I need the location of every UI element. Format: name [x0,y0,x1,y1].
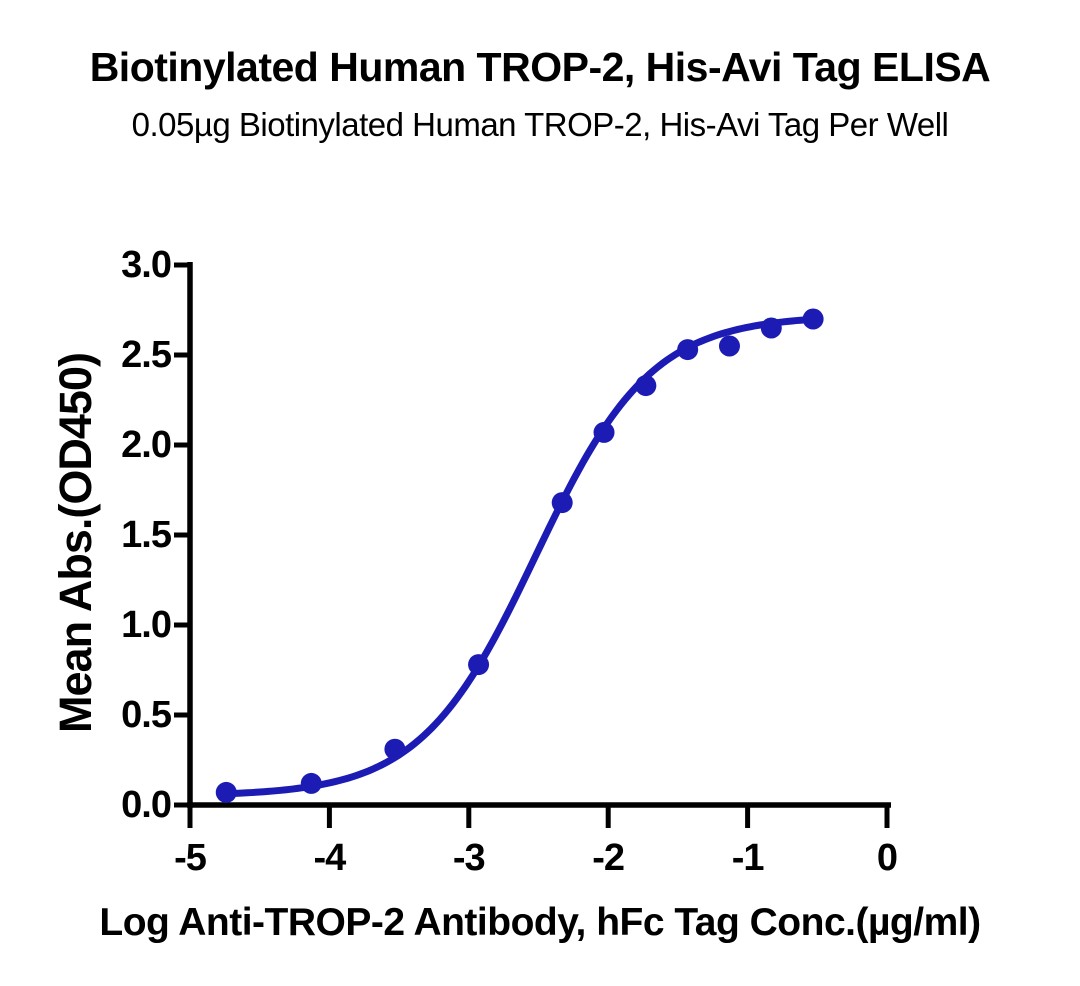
data-point [300,772,322,794]
chart-title: Biotinylated Human TROP-2, His-Avi Tag E… [89,44,991,90]
data-point [384,738,406,760]
chart-subtitle: 0.05µg Biotinylated Human TROP-2, His-Av… [131,106,949,143]
data-point [802,308,824,330]
y-tick-label: 2.0 [121,424,172,466]
data-point [760,317,782,339]
x-tick-label: -4 [313,837,346,879]
data-point [551,492,573,514]
x-tick-label: -3 [452,837,486,879]
y-tick-label: 0.0 [121,784,172,826]
data-point [635,375,657,397]
data-point [215,781,237,803]
x-axis-title: Log Anti-TROP-2 Antibody, hFc Tag Conc.(… [99,901,981,944]
y-axis-title: Mean Abs.(OD450) [50,353,101,733]
x-tick-label: -1 [731,837,765,879]
data-point [718,335,740,357]
x-tick-label: -2 [592,837,625,879]
x-tick-label: -5 [174,837,207,879]
fit-curve-line [222,315,817,798]
y-tick-label: 3.0 [121,244,172,286]
y-tick-label: 1.0 [121,604,172,646]
y-tick-label: 0.5 [121,694,172,736]
data-point [677,339,699,361]
y-tick-label: 2.5 [121,334,172,376]
data-point [468,654,490,676]
x-tick-label: 0 [876,837,898,879]
data-point [593,421,615,443]
y-tick-label: 1.5 [121,514,172,556]
